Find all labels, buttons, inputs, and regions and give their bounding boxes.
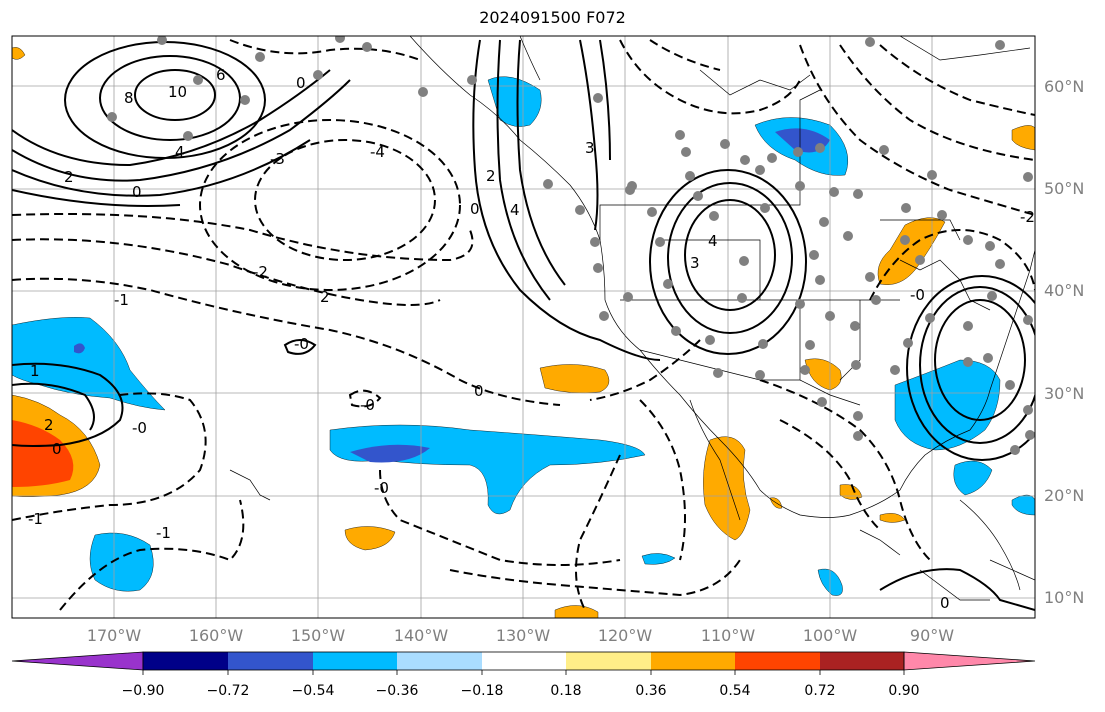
lat-label-60n: 60°N [1044,77,1085,96]
contour-label: 4 [175,143,185,161]
contour-label: -1 [114,291,129,309]
colorbar-tick-label: 0.18 [550,683,582,699]
significance-dots [107,36,1035,455]
colorbar-segment [143,652,228,670]
lat-label-20n: 20°N [1044,486,1085,505]
contour-label: 0 [470,200,480,218]
colorbar-tick-label: −0.90 [121,683,165,699]
colorbar-tick-label: 0.90 [888,683,920,699]
orange-region [879,513,906,523]
light-blue-region [487,76,542,127]
colorbar-tick-label: −0.18 [460,683,504,699]
contour-label: 4 [510,201,520,219]
contour-label: 2 [44,416,54,434]
contour-label: -3 [270,150,285,168]
lat-label-30n: 30°N [1044,384,1085,403]
lon-label-90w: 90°W [909,626,955,645]
contour-label: 0 [132,183,142,201]
contour-label: -4 [370,143,385,161]
light-blue-region [89,532,154,592]
contour-label: -0 [910,286,925,304]
map-title: 2024091500 F072 [479,8,626,27]
orange-region [877,217,946,285]
lat-label-50n: 50°N [1044,179,1085,198]
lat-label-10n: 10°N [1044,588,1085,607]
colorbar-tick-label: −0.72 [206,683,250,699]
lon-label-120w: 120°W [597,626,653,645]
lat-label-40n: 40°N [1044,281,1085,300]
contour-label: -0 [360,396,375,414]
colorbar-min-arrow [11,651,144,671]
coastlines [229,36,1035,601]
contour-label: 0 [474,382,484,400]
lon-label-100w: 100°W [802,626,858,645]
contour-label: 4 [708,232,718,250]
colorbar-segment [566,652,651,670]
contour-label: 0 [940,594,950,612]
colorbar-segment [651,652,735,670]
light-blue-region [1011,494,1035,516]
light-blue-region [641,553,676,565]
orange-region [539,364,610,394]
colorbar-tick-label: −0.36 [375,683,419,699]
orange-region [839,484,863,500]
contour-label: 2 [64,168,74,186]
colorbar-max-arrow [903,651,1036,671]
light-blue-region [953,460,993,496]
contour-label: -0 [132,419,147,437]
colorbar-tick-label: 0.36 [635,683,667,699]
colorbar-tick-label: 0.54 [719,683,751,699]
colorbar-segment [228,652,313,670]
lon-label-160w: 160°W [188,626,244,645]
red-region [12,420,74,487]
contour-label: -1 [28,510,43,528]
dashed-contours [12,39,1035,611]
colorbar-tick-label: 0.72 [804,683,836,699]
dark-blue-spot [350,444,430,463]
contour-label: 3 [585,139,595,157]
lon-label-130w: 130°W [495,626,551,645]
contour-label: 2 [320,288,330,306]
map-frame [11,35,1036,619]
contour-label: 6 [216,66,226,84]
contour-label: 8 [124,89,134,107]
lon-label-110w: 110°W [700,626,756,645]
contour-label: 0 [52,440,62,458]
contour-label: -0 [294,335,309,353]
contour-label: -2 [1020,208,1035,226]
contour-labels: 8 10 6 4 2 0 -3 -4 -2 2 -1 -0 0 -0 1 2 0… [28,66,1035,612]
orange-region [703,436,751,541]
contour-label: 1 [30,362,40,380]
shaded-anomalies [12,47,1035,618]
dark-blue-spot [74,343,85,354]
lon-label-150w: 150°W [290,626,346,645]
light-blue-region [329,424,646,515]
contour-label: -2 [253,263,268,281]
colorbar-tick-label: −0.54 [291,683,335,699]
contour-label: 2 [486,167,496,185]
orange-region [12,47,26,60]
lon-label-170w: 170°W [86,626,142,645]
orange-region [1011,125,1035,151]
orange-region [344,526,396,551]
orange-region [554,605,599,618]
contour-label: 0 [296,74,306,92]
lon-label-140w: 140°W [393,626,449,645]
contour-label: -0 [374,479,389,497]
contour-label: -1 [156,524,171,542]
colorbar-segment [397,652,482,670]
colorbar-segment [820,652,904,670]
colorbar-segment [735,652,820,670]
contour-label: 3 [690,254,700,272]
light-blue-region [894,359,1001,451]
colorbar-segment [482,652,566,670]
colorbar [11,651,1036,675]
colorbar-segment [313,652,397,670]
orange-region [804,358,842,391]
contour-label: 10 [168,83,187,101]
